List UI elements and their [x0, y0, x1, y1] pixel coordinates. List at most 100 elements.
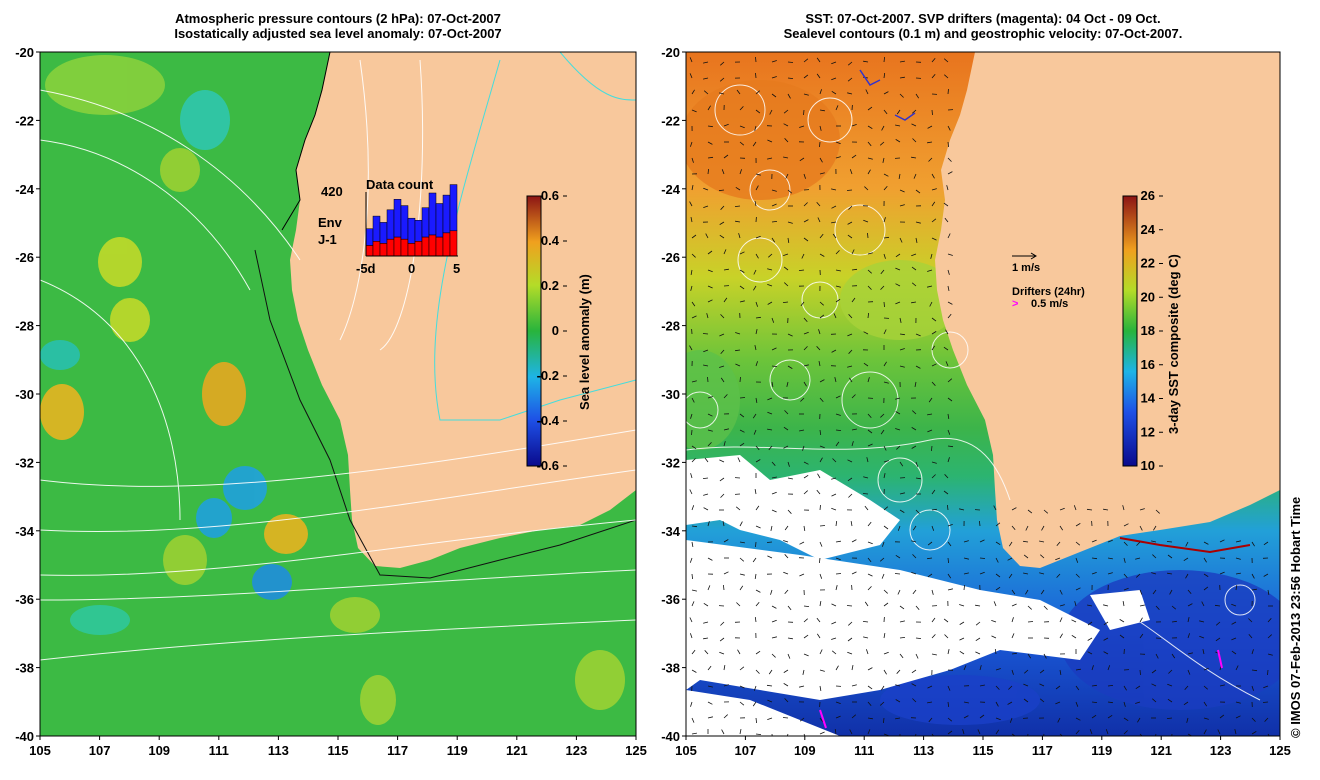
velocity-arrow	[927, 141, 933, 144]
velocity-arrow	[835, 441, 840, 447]
velocity-arrow	[896, 669, 901, 674]
velocity-arrow	[898, 173, 901, 179]
velocity-arrow	[880, 413, 885, 418]
colorbar-tick-label: 12	[1141, 424, 1155, 439]
velocity-arrow	[1011, 633, 1015, 639]
velocity-arrow	[771, 381, 774, 387]
velocity-arrow	[1075, 541, 1081, 546]
left-colorbar-gradient	[526, 195, 542, 467]
velocity-arrow	[927, 573, 933, 578]
velocity-arrow	[1105, 729, 1109, 735]
velocity-arrow	[691, 573, 693, 580]
velocity-arrow	[767, 428, 773, 431]
velocity-arrow	[691, 380, 697, 383]
velocity-arrow	[704, 457, 709, 463]
velocity-arrow	[787, 189, 793, 194]
velocity-arrow	[771, 653, 776, 658]
right-xtick-label: 105	[675, 743, 697, 758]
velocity-arrow	[1251, 541, 1255, 547]
velocity-arrow	[1251, 588, 1257, 591]
velocity-arrow	[1009, 717, 1013, 723]
velocity-arrow	[819, 557, 821, 564]
velocity-arrow	[945, 329, 949, 335]
velocity-arrow	[1011, 507, 1017, 511]
inset-title: Data count	[366, 177, 434, 192]
velocity-arrow	[862, 621, 869, 623]
velocity-arrow	[691, 541, 694, 547]
velocity-arrow	[931, 73, 936, 79]
velocity-arrow	[719, 234, 725, 239]
velocity-arrow	[771, 347, 777, 351]
velocity-arrow	[787, 333, 793, 337]
velocity-arrow	[915, 365, 921, 369]
right-title: SST: 07-Oct-2007. SVP drifters (magenta)…	[686, 11, 1280, 41]
velocity-arrow	[1267, 618, 1272, 623]
velocity-arrow	[897, 525, 901, 531]
velocity-arrow	[755, 301, 758, 307]
velocity-arrow	[880, 701, 885, 706]
velocity-arrow	[755, 329, 758, 335]
velocity-arrow	[689, 57, 693, 63]
velocity-arrow	[1123, 701, 1126, 707]
velocity-arrow	[784, 525, 789, 531]
velocity-arrow	[867, 252, 873, 255]
velocity-arrow	[819, 525, 826, 527]
velocity-arrow	[707, 396, 713, 399]
velocity-arrow	[707, 429, 713, 432]
velocity-arrow	[927, 541, 933, 546]
velocity-arrow	[1215, 637, 1221, 642]
colorbar-tick-label: -0.6	[537, 458, 559, 473]
velocity-arrow	[799, 429, 805, 432]
velocity-arrow	[851, 154, 857, 159]
velocity-arrow	[691, 301, 696, 307]
velocity-arrow	[1075, 523, 1081, 527]
velocity-arrow	[831, 188, 837, 191]
velocity-arrow	[783, 571, 789, 575]
velocity-arrow	[755, 185, 759, 191]
velocity-arrow	[767, 139, 773, 143]
velocity-arrow	[899, 60, 905, 63]
velocity-arrow	[803, 634, 809, 639]
velocity-arrow	[947, 524, 953, 527]
velocity-arrow	[720, 349, 725, 355]
velocity-arrow	[1123, 557, 1126, 563]
velocity-arrow	[705, 233, 709, 239]
velocity-arrow	[899, 317, 902, 323]
velocity-arrow	[1152, 698, 1157, 703]
velocity-arrow	[819, 301, 824, 306]
colorbar-tick-label: 16	[1141, 357, 1155, 372]
colorbar-tick-label: 20	[1141, 289, 1155, 304]
velocity-arrow	[1152, 589, 1157, 595]
velocity-arrow	[739, 666, 745, 671]
velocity-arrow	[739, 701, 745, 706]
right-xtick-label: 123	[1210, 743, 1232, 758]
velocity-arrow	[1187, 652, 1193, 655]
velocity-arrow	[959, 621, 965, 625]
velocity-arrow	[1167, 683, 1173, 687]
velocity-arrow	[739, 685, 745, 689]
velocity-arrow	[1087, 621, 1093, 626]
velocity-arrow	[1039, 540, 1045, 543]
velocity-arrow	[1231, 621, 1237, 625]
velocity-arrow	[851, 571, 857, 575]
velocity-arrow	[816, 617, 821, 623]
velocity-arrow	[963, 665, 967, 671]
left-xtick-label: 115	[328, 743, 349, 758]
velocity-arrow	[1171, 620, 1177, 623]
velocity-arrow	[831, 621, 837, 625]
velocity-arrow	[1025, 589, 1029, 595]
velocity-arrow	[899, 637, 906, 639]
right-sealevel-contours	[686, 84, 1261, 701]
velocity-arrow	[1203, 667, 1209, 671]
velocity-arrow	[847, 77, 853, 82]
credit-text: © IMOS 07-Feb-2013 23:56 Hobart Time	[1288, 496, 1303, 738]
velocity-arrow	[947, 557, 949, 564]
velocity-arrow	[895, 699, 901, 703]
velocity-arrow	[1263, 541, 1269, 546]
velocity-arrow	[979, 571, 985, 575]
velocity-arrow	[1166, 541, 1173, 543]
velocity-arrow	[755, 525, 761, 529]
velocity-arrow	[863, 219, 869, 223]
left-map	[40, 52, 636, 736]
velocity-arrow	[816, 73, 821, 79]
